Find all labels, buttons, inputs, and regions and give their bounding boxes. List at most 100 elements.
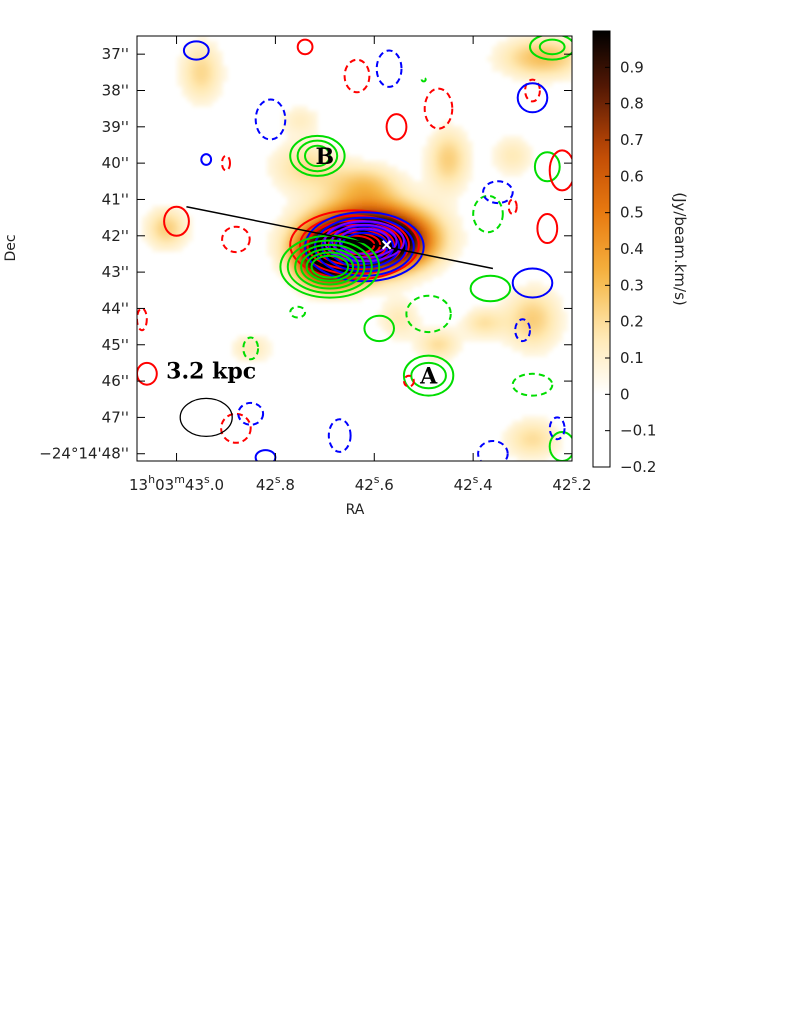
heatmap-cell: [457, 131, 463, 137]
heatmap-cell: [302, 131, 308, 137]
heatmap-cell: [327, 236, 333, 242]
heatmap-cell: [562, 61, 568, 67]
heatmap-cell: [522, 46, 528, 52]
heatmap-cell: [437, 256, 443, 262]
heatmap-cell: [512, 336, 518, 342]
heatmap-cell: [532, 291, 538, 297]
heatmap-cell: [522, 141, 528, 147]
heatmap-cell: [147, 241, 153, 247]
colorbar-tick-label: 0.5: [620, 204, 644, 222]
heatmap-cell: [382, 196, 388, 202]
heatmap-cell: [272, 151, 278, 157]
heatmap-cell: [417, 326, 423, 332]
heatmap-cell: [552, 331, 558, 337]
heatmap-cell: [292, 111, 298, 117]
heatmap-cell: [532, 301, 538, 307]
heatmap-cell: [427, 171, 433, 177]
heatmap-cell: [457, 346, 463, 352]
heatmap-cell: [422, 181, 428, 187]
heatmap-cell: [542, 431, 548, 437]
heatmap-cell: [397, 251, 403, 257]
heatmap-cell: [177, 211, 183, 217]
heatmap-cell: [282, 231, 288, 237]
heatmap-cell: [272, 176, 278, 182]
heatmap-cell: [422, 146, 428, 152]
heatmap-cell: [142, 236, 148, 242]
heatmap-cell: [447, 246, 453, 252]
x-tick-label: 42s.2: [552, 473, 591, 494]
heatmap-cell: [532, 321, 538, 327]
heatmap-cell: [427, 351, 433, 357]
heatmap-cell: [297, 256, 303, 262]
heatmap-cell: [167, 246, 173, 252]
heatmap-cell: [202, 81, 208, 87]
contour-set-blue-d2: [375, 49, 403, 88]
heatmap-cell: [182, 81, 188, 87]
heatmap-cell: [182, 71, 188, 77]
heatmap-cell: [412, 321, 418, 327]
heatmap-cell: [277, 271, 283, 277]
heatmap-cell: [277, 246, 283, 252]
heatmap-cell: [357, 181, 363, 187]
heatmap-cell: [397, 326, 403, 332]
heatmap-cell: [337, 186, 343, 192]
heatmap-cell: [477, 316, 483, 322]
heatmap-cell: [532, 66, 538, 72]
heatmap-cell: [447, 226, 453, 232]
heatmap-cell: [437, 226, 443, 232]
heatmap-cell: [492, 151, 498, 157]
heatmap-cell: [502, 61, 508, 67]
heatmap-cell: [292, 211, 298, 217]
heatmap-cell: [377, 171, 383, 177]
contour-line: [511, 372, 554, 397]
heatmap-cell: [292, 231, 298, 237]
heatmap-cell: [177, 71, 183, 77]
heatmap-cell: [472, 306, 478, 312]
heatmap-cell: [317, 171, 323, 177]
heatmap-cell: [202, 91, 208, 97]
heatmap-cell: [542, 421, 548, 427]
heatmap-cell: [532, 41, 538, 47]
contour-line: [310, 254, 350, 279]
heatmap-cell: [422, 161, 428, 167]
heatmap-cell: [357, 156, 363, 162]
heatmap-cell: [292, 181, 298, 187]
heatmap-cell: [462, 141, 468, 147]
heatmap-cell: [282, 271, 288, 277]
heatmap-cell: [527, 441, 533, 447]
heatmap-cell: [542, 81, 548, 87]
heatmap-cell: [292, 216, 298, 222]
heatmap-cell: [417, 341, 423, 347]
heatmap-cell: [177, 61, 183, 67]
heatmap-cell: [172, 236, 178, 242]
heatmap-cell: [522, 76, 528, 82]
heatmap-cell: [507, 311, 513, 317]
heatmap-cell: [317, 206, 323, 212]
heatmap-cell: [307, 176, 313, 182]
heatmap-cell: [477, 326, 483, 332]
heatmap-cell: [412, 191, 418, 197]
heatmap-cell: [447, 216, 453, 222]
heatmap-cell: [337, 151, 343, 157]
heatmap-cell: [432, 186, 438, 192]
heatmap-cell: [292, 121, 298, 127]
heatmap-cell: [317, 211, 323, 217]
heatmap-cell: [447, 191, 453, 197]
heatmap-cell: [512, 141, 518, 147]
heatmap-cell: [222, 71, 228, 77]
heatmap-cell: [542, 321, 548, 327]
contour-line: [469, 274, 512, 303]
heatmap-cell: [367, 191, 373, 197]
heatmap-cell: [217, 71, 223, 77]
heatmap-cell: [352, 166, 358, 172]
heatmap-cell: [292, 116, 298, 122]
heatmap-cell: [302, 186, 308, 192]
heatmap-cell: [337, 291, 343, 297]
heatmap-cell: [517, 146, 523, 152]
heatmap-cell: [287, 146, 293, 152]
heatmap-cell: [407, 331, 413, 337]
heatmap-cell: [447, 336, 453, 342]
heatmap-cell: [442, 196, 448, 202]
heatmap-cell: [322, 151, 328, 157]
contour-set-blue-d1: [254, 98, 287, 141]
